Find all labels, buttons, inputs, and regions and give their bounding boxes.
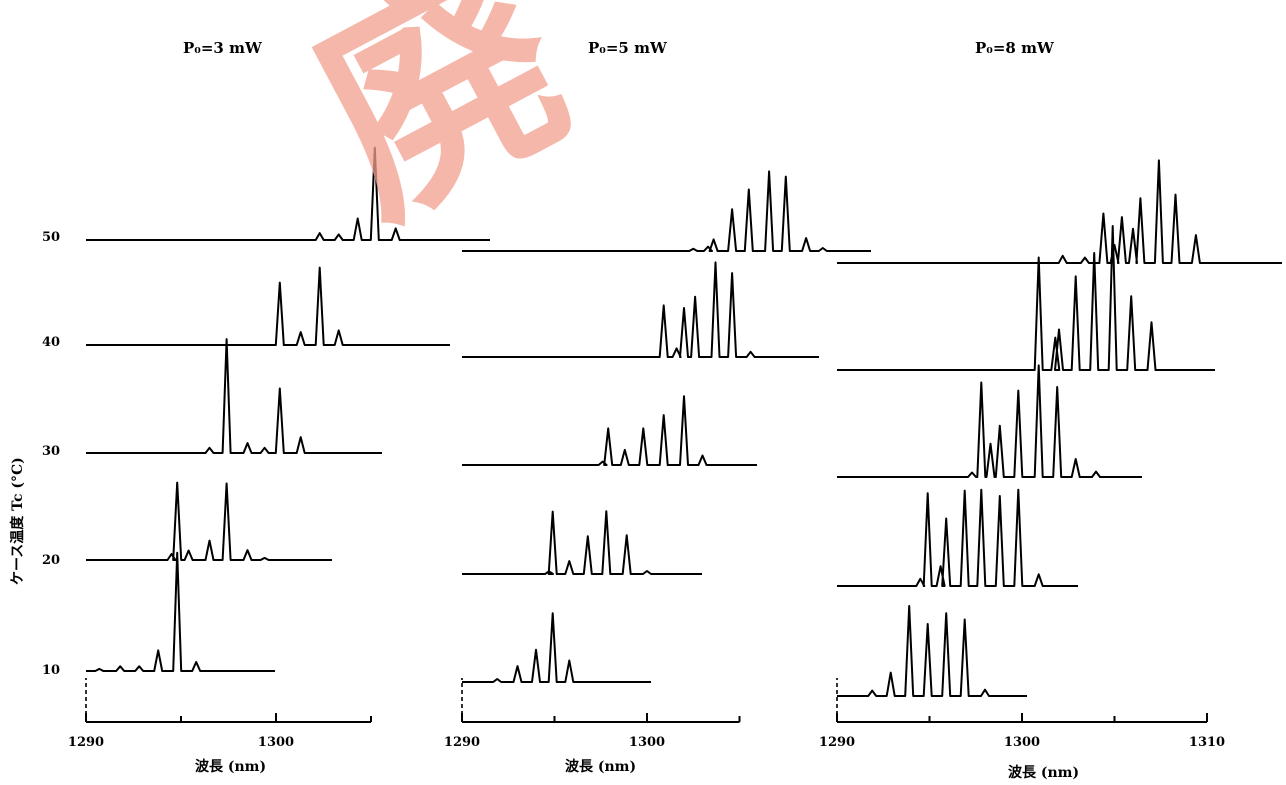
panel-title: P₀=8 mW <box>975 39 1055 57</box>
ytick-label-40: 40 <box>42 335 60 350</box>
spectrum-trace-40c <box>837 225 1215 371</box>
x-tick-label: 1300 <box>258 735 294 750</box>
spectrum-trace-20c <box>837 488 1078 587</box>
panel-title: P₀=5 mW <box>588 39 668 57</box>
spectrum-trace-30c <box>462 395 757 466</box>
y-axis-title: ケース温度 Tc (°C) <box>9 457 26 585</box>
y-axis: 50 40 30 20 10 ケース温度 Tc (°C) <box>9 230 60 678</box>
x-tick-label: 1310 <box>1189 735 1225 750</box>
panel-title: P₀=3 mW <box>183 39 263 57</box>
spectra-traces <box>462 170 871 683</box>
panel-po-3mw: P₀=3 mW 1290 1300 波長 (nm) <box>68 39 490 775</box>
x-tick-label: 1290 <box>68 735 104 750</box>
spectrum-trace-10c <box>86 551 275 672</box>
spectrum-trace-50c <box>86 146 490 241</box>
ytick-label-50: 50 <box>42 230 60 245</box>
x-axis-title: 波長 (nm) <box>565 758 636 775</box>
spectra-traces <box>837 159 1282 697</box>
spectrum-trace-20c <box>86 481 332 561</box>
x-axis: 1290 1300 1310 <box>819 678 1225 750</box>
spectrum-trace-30c <box>86 338 382 454</box>
panel-po-5mw: P₀=5 mW 1290 1300 波長 (nm) <box>444 39 871 775</box>
spectrum-trace-40c <box>462 261 819 358</box>
x-axis: 1290 1300 <box>68 678 372 750</box>
x-axis: 1290 1300 <box>444 678 741 750</box>
ytick-label-10: 10 <box>42 663 60 678</box>
ytick-label-30: 30 <box>42 444 60 459</box>
spectrum-trace-10c <box>462 612 651 683</box>
panel-po-8mw: P₀=8 mW 1290 1300 1310 波長 (nm) <box>819 39 1282 781</box>
watermark-stamp: 廃 <box>275 0 604 264</box>
x-tick-label: 1300 <box>629 735 665 750</box>
spectrum-trace-50c <box>462 170 871 252</box>
spectrum-trace-40c <box>86 266 450 346</box>
spectrum-trace-20c <box>462 510 702 575</box>
spectrum-trace-10c <box>837 605 1027 697</box>
x-axis-title: 波長 (nm) <box>195 758 266 775</box>
spectrum-trace-50c <box>837 159 1282 264</box>
x-tick-label: 1290 <box>819 735 855 750</box>
spectrum-trace-30c <box>837 364 1142 478</box>
ytick-label-20: 20 <box>42 553 60 568</box>
x-axis-title: 波長 (nm) <box>1008 764 1079 781</box>
x-tick-label: 1300 <box>1004 735 1040 750</box>
x-tick-label: 1290 <box>444 735 480 750</box>
spectra-traces <box>86 146 490 672</box>
